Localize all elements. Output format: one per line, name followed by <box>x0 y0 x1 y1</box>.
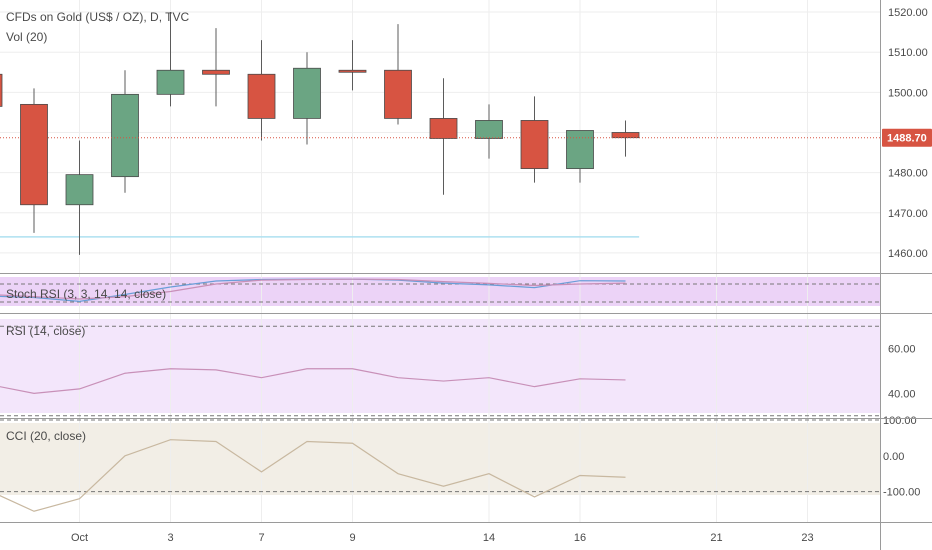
rsi-axis-tick-label: 40.00 <box>888 388 916 400</box>
cci-axis-tick-label: -100.00 <box>883 487 920 499</box>
price-axis-tick-label: 1510.00 <box>888 47 928 59</box>
cci-band-fill <box>0 423 880 495</box>
cci-axis-tick-label: 100.00 <box>883 415 917 427</box>
candle-body <box>20 103 48 206</box>
price-axis-tick-label: 1460.00 <box>888 248 928 260</box>
volume-label: Vol (20) <box>6 30 48 44</box>
candle-body <box>247 73 276 119</box>
cci-axis-tick-label: 0.00 <box>883 451 904 463</box>
price-axis-tick-label: 1470.00 <box>888 208 928 220</box>
stoch-rsi-label: Stoch RSI (3, 3, 14, 14, close) <box>6 287 167 301</box>
stoch-d-line <box>0 278 626 300</box>
x-axis-tick-label: 16 <box>574 532 586 544</box>
last-price-badge <box>882 128 932 147</box>
candle-body <box>520 120 549 170</box>
candle-body <box>429 118 458 139</box>
candle-body <box>202 69 230 75</box>
candle-body <box>384 69 412 119</box>
last-price-label: 1488.70 <box>887 133 927 145</box>
x-axis-tick-label: 9 <box>349 532 355 544</box>
candle-body <box>611 132 640 139</box>
candle-body <box>156 69 185 95</box>
price-axis-tick-label: 1520.00 <box>888 7 928 19</box>
candle-body <box>566 130 594 170</box>
symbol-title: CFDs on Gold (US$ / OZ), D, TVC <box>6 10 190 24</box>
rsi-axis-tick-label: 60.00 <box>888 344 916 356</box>
x-axis-tick-label: Oct <box>71 532 88 544</box>
candle-body <box>0 73 3 107</box>
price-axis-tick-label: 1480.00 <box>888 168 928 180</box>
candle-body <box>111 93 139 178</box>
x-axis-tick-label: 23 <box>801 532 813 544</box>
cci-label: CCI (20, close) <box>6 429 87 443</box>
x-axis-tick-label: 7 <box>258 532 264 544</box>
x-axis-tick-label: 21 <box>710 532 722 544</box>
cci-line <box>0 439 626 512</box>
x-axis-tick-label: 14 <box>483 532 495 544</box>
x-axis-tick-label: 3 <box>167 532 173 544</box>
rsi-line <box>0 368 626 394</box>
price-axis-tick-label: 1500.00 <box>888 87 928 99</box>
candle-body <box>65 174 94 206</box>
rsi-band-fill <box>0 319 880 413</box>
candle-body <box>475 120 503 139</box>
candle-body <box>338 69 367 73</box>
candle-body <box>293 67 321 119</box>
rsi-label: RSI (14, close) <box>6 324 86 338</box>
